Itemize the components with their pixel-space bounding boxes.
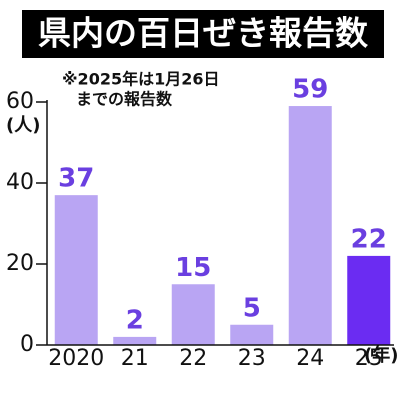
- data-label: 59: [292, 75, 328, 105]
- y-tick-label: 20: [6, 251, 34, 276]
- y-tick-label: 40: [6, 170, 34, 195]
- bar: [288, 106, 332, 345]
- x-tick-label: 25: [355, 346, 383, 371]
- bar: [230, 324, 274, 345]
- note-line: ※2025年は1月26日: [62, 70, 220, 89]
- x-tick-label: 24: [296, 346, 324, 371]
- y-tick-label: 0: [20, 332, 34, 357]
- x-tick-label: 21: [121, 346, 149, 371]
- title-banner: [22, 10, 384, 58]
- data-label: 2: [126, 305, 144, 335]
- bar: [171, 284, 215, 345]
- data-label: 37: [58, 164, 94, 194]
- y-tick-label: 60: [6, 89, 34, 114]
- x-tick-label: 2020: [48, 346, 104, 371]
- bar: [347, 255, 391, 345]
- chart-title: 県内の百日ぜき報告数: [38, 14, 369, 53]
- data-label: 22: [351, 224, 387, 254]
- bar: [54, 195, 98, 345]
- note-line: までの報告数: [76, 90, 173, 109]
- x-unit: (年): [364, 344, 398, 366]
- data-label: 5: [243, 293, 261, 323]
- data-label: 15: [175, 253, 211, 283]
- x-tick-label: 22: [179, 346, 207, 371]
- x-tick-label: 23: [238, 346, 266, 371]
- y-unit: (人): [6, 115, 40, 136]
- bar: [113, 336, 157, 345]
